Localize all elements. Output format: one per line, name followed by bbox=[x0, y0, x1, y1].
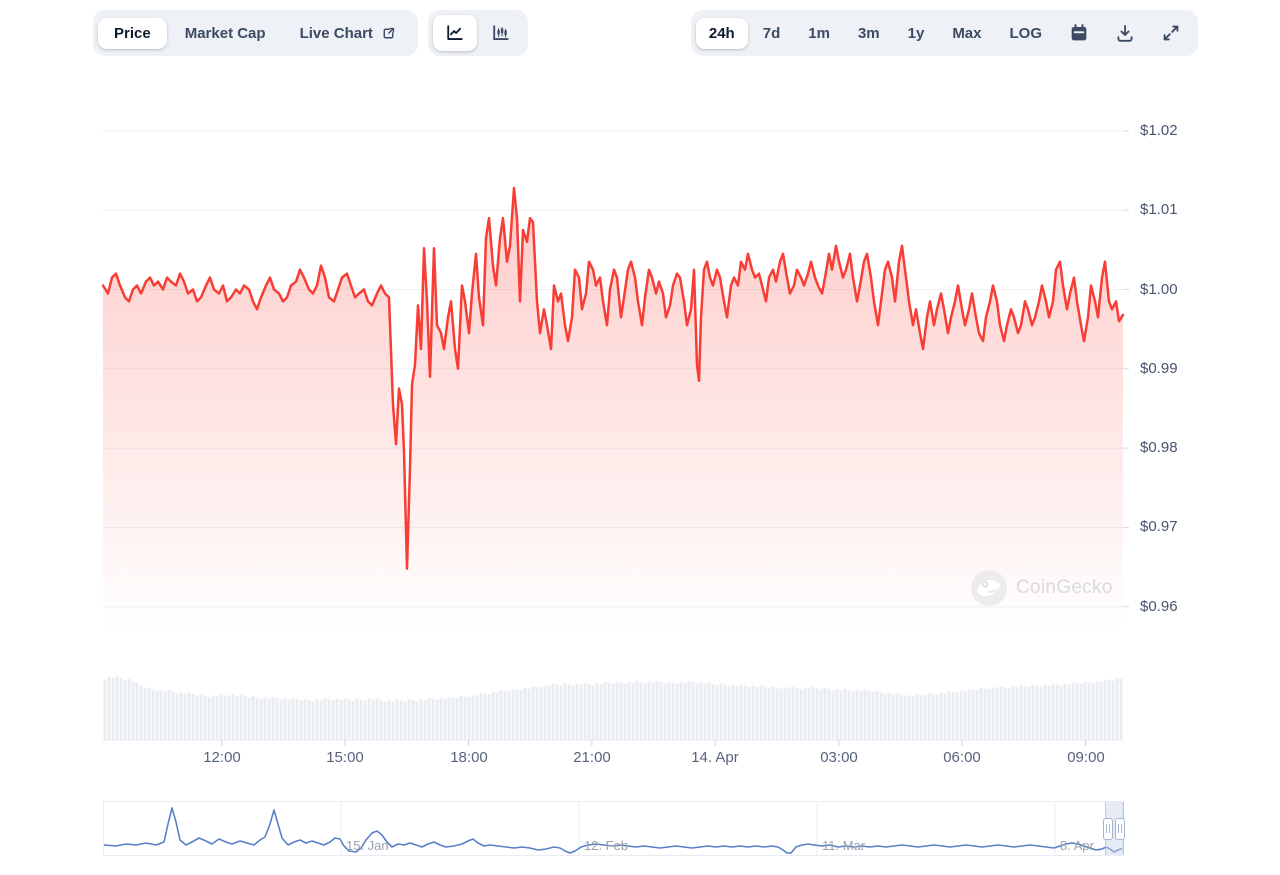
navigator-minimap[interactable] bbox=[104, 802, 1122, 855]
navigator-date-label: 12. Feb bbox=[584, 838, 629, 853]
line-chart-icon bbox=[447, 25, 463, 40]
navigator-handle-left[interactable] bbox=[1103, 817, 1113, 840]
x-axis-line bbox=[103, 739, 1123, 746]
y-axis-tick-label: $0.97 bbox=[1140, 518, 1178, 535]
coingecko-watermark: CoinGecko bbox=[971, 570, 1113, 606]
range-selector-group: 24h 7d 1m 3m 1y Max LOG bbox=[690, 10, 1198, 56]
fullscreen-button[interactable] bbox=[1149, 15, 1193, 51]
external-link-icon bbox=[383, 27, 395, 38]
x-axis-tick-label: 09:00 bbox=[1067, 749, 1105, 766]
navigator-date-label: 15. Jan bbox=[346, 838, 389, 853]
x-axis-tick-label: 21:00 bbox=[573, 749, 611, 766]
y-axis-tick-label: $0.98 bbox=[1140, 439, 1178, 456]
download-icon bbox=[1117, 25, 1133, 42]
range-7d[interactable]: 7d bbox=[750, 18, 794, 49]
button-label: Price bbox=[114, 24, 151, 42]
button-label: 1y bbox=[907, 24, 925, 42]
button-label: 7d bbox=[762, 24, 781, 42]
button-label: LOG bbox=[1009, 24, 1043, 42]
button-label: Max bbox=[952, 24, 982, 42]
candlestick-icon bbox=[493, 25, 509, 40]
range-max[interactable]: Max bbox=[939, 18, 994, 49]
coingecko-logo-icon bbox=[971, 570, 1007, 606]
x-axis-tick-label: 15:00 bbox=[326, 749, 364, 766]
tab-market-cap[interactable]: Market Cap bbox=[169, 18, 282, 49]
range-3m[interactable]: 3m bbox=[845, 18, 893, 49]
tab-live-chart[interactable]: Live Chart bbox=[284, 17, 413, 50]
range-1m[interactable]: 1m bbox=[795, 18, 843, 49]
price-line-chart[interactable] bbox=[101, 95, 1129, 630]
y-axis-tick-label: $0.99 bbox=[1140, 360, 1178, 377]
chart-navigator[interactable]: 15. Jan 12. Feb 11. Mar 8. Apr bbox=[103, 801, 1125, 856]
range-24h[interactable]: 24h bbox=[695, 17, 748, 49]
fullscreen-icon bbox=[1163, 25, 1179, 41]
y-axis-tick-label: $1.02 bbox=[1140, 122, 1178, 139]
chart-toolbar: Price Market Cap Live Chart 24h 7d 1m 3m 1y Max… bbox=[93, 10, 1198, 56]
range-log[interactable]: LOG bbox=[997, 18, 1056, 49]
y-axis-tick-label: $0.96 bbox=[1140, 598, 1178, 615]
x-axis-tick-label: 06:00 bbox=[943, 749, 981, 766]
tab-price[interactable]: Price bbox=[98, 17, 167, 49]
range-1y[interactable]: 1y bbox=[895, 18, 938, 49]
x-axis-tick-label: 03:00 bbox=[820, 749, 858, 766]
y-axis-tick-label: $1.01 bbox=[1140, 201, 1178, 218]
navigator-date-label: 8. Apr bbox=[1060, 838, 1094, 853]
button-label: 24h bbox=[708, 24, 735, 42]
button-label: Live Chart bbox=[299, 24, 373, 42]
download-button[interactable] bbox=[1103, 15, 1147, 51]
volume-bars bbox=[103, 676, 1123, 740]
button-label: 1m bbox=[808, 24, 830, 42]
x-axis-tick-label: 12:00 bbox=[203, 749, 241, 766]
button-label: Market Cap bbox=[184, 24, 266, 42]
x-axis-tick-label: 18:00 bbox=[450, 749, 488, 766]
calendar-button[interactable] bbox=[1057, 15, 1101, 51]
chart-type-candlestick[interactable] bbox=[479, 15, 523, 51]
calendar-icon bbox=[1071, 24, 1087, 41]
navigator-date-label: 11. Mar bbox=[822, 838, 866, 853]
view-tab-group: Price Market Cap Live Chart bbox=[93, 10, 418, 56]
navigator-handle-right[interactable] bbox=[1115, 817, 1125, 840]
y-axis-tick-label: $1.00 bbox=[1140, 281, 1178, 298]
watermark-label: CoinGecko bbox=[1016, 577, 1113, 598]
x-axis-tick-label: 14. Apr bbox=[691, 749, 739, 766]
chart-type-line-chart[interactable] bbox=[432, 15, 477, 51]
button-label: 3m bbox=[857, 24, 880, 42]
chart-type-toggle-group bbox=[427, 10, 528, 56]
